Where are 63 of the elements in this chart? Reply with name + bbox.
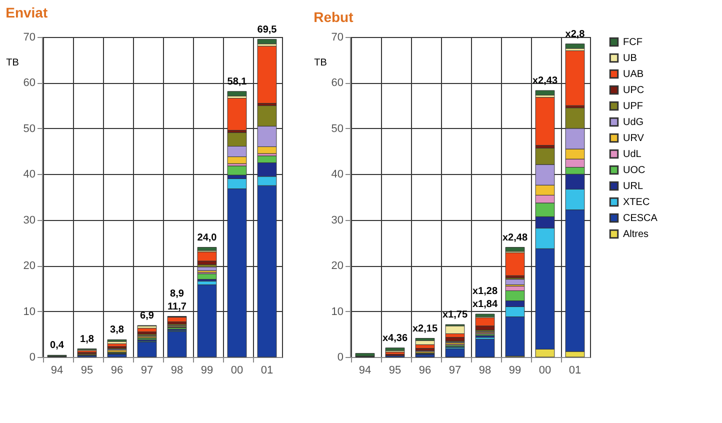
y-tick-label: 70	[331, 32, 344, 44]
x-tick-label: 96	[110, 364, 124, 376]
y-tick-label: 0	[29, 352, 36, 364]
legend-label: FCF	[623, 37, 642, 48]
total-label: 69,5	[257, 24, 278, 36]
x-tick-label: 00	[230, 364, 244, 376]
x-tick-label: 99	[508, 364, 522, 376]
y-tick-label: 70	[23, 32, 36, 44]
legend-label: UPC	[623, 85, 644, 96]
y-tick-label: 60	[23, 77, 36, 90]
x-tick-label: 95	[388, 364, 402, 376]
total-label: x1,75	[442, 310, 468, 321]
legend-label: URL	[623, 181, 644, 192]
total-label: 8,9	[170, 288, 184, 300]
total-label: x4,36	[382, 332, 408, 344]
total-label: x2,15	[412, 323, 438, 334]
total-label: 1,8	[80, 334, 94, 345]
x-tick-label: 01	[260, 364, 274, 376]
legend-label: UAB	[623, 69, 644, 80]
total-label: x2,48	[502, 232, 528, 244]
total-label: 24,0	[197, 232, 218, 244]
legend-label: UB	[623, 53, 638, 64]
x-tick-label: 00	[538, 364, 552, 376]
x-tick-label: 98	[478, 364, 492, 376]
chart-title: Rebut	[314, 8, 354, 25]
legend-label: UdG	[623, 117, 644, 128]
x-tick-label: 97	[448, 364, 462, 376]
x-tick-label: 96	[418, 364, 432, 376]
annotation: x1,84	[472, 299, 498, 310]
y-tick-label: 30	[23, 214, 36, 226]
total-label: x1,28	[472, 286, 498, 298]
x-tick-label: 99	[200, 364, 214, 376]
y-tick-label: 40	[23, 168, 36, 181]
x-tick-label: 01	[568, 364, 582, 376]
legend-label: XTEC	[623, 197, 650, 208]
legend-label: CESCA	[623, 213, 658, 224]
total-label: 3,8	[110, 324, 124, 336]
total-label: 6,9	[140, 310, 154, 322]
y-tick-label: 60	[331, 77, 344, 90]
y-axis-title: TB	[314, 58, 328, 68]
legend-label: UdL	[623, 149, 642, 160]
y-tick-label: 10	[23, 306, 36, 318]
y-tick-label: 30	[331, 214, 344, 226]
y-tick-label: 50	[331, 122, 344, 135]
y-tick-label: 20	[331, 260, 344, 272]
x-tick-label: 97	[140, 364, 154, 376]
x-tick-label: 94	[358, 364, 372, 376]
total-label: 0,4	[50, 340, 64, 352]
legend-label: Altres	[623, 229, 649, 240]
x-tick-label: 94	[50, 364, 64, 376]
chart-title: Enviat	[6, 4, 48, 20]
y-tick-label: 20	[23, 260, 36, 272]
x-tick-label: 98	[170, 364, 184, 376]
y-axis-title: TB	[6, 58, 20, 68]
y-tick-label: 40	[331, 168, 344, 181]
y-tick-label: 50	[23, 122, 36, 135]
x-tick-label: 95	[80, 364, 94, 376]
annotation: 11,7	[168, 301, 187, 312]
y-tick-label: 0	[337, 352, 344, 364]
y-tick-label: 10	[331, 306, 344, 318]
legend-label: URV	[623, 133, 644, 144]
legend-label: UOC	[623, 165, 646, 176]
legend-label: UPF	[623, 101, 643, 112]
